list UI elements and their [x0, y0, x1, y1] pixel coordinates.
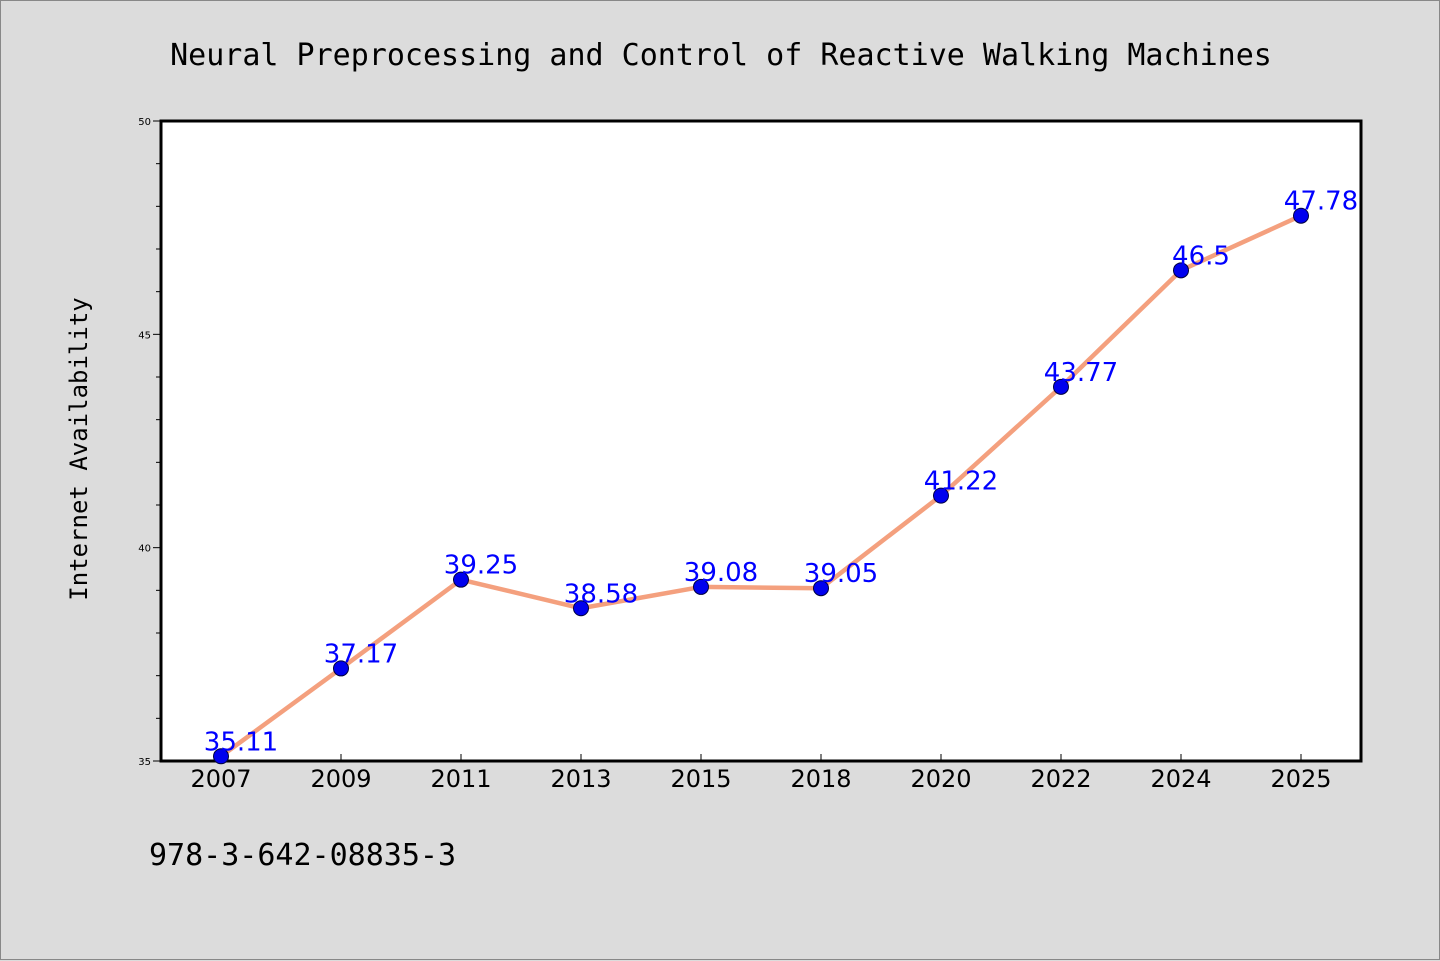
y-tick-label: 40: [138, 544, 151, 555]
data-point-marker: [1293, 207, 1309, 224]
data-point-marker: [693, 578, 709, 595]
x-tick-label: 2020: [910, 765, 971, 793]
data-point-marker: [333, 660, 349, 677]
data-point-marker: [213, 748, 229, 765]
data-label: 47.78: [1284, 187, 1358, 217]
x-tick-label: 2011: [430, 765, 491, 793]
y-tick-label: 35: [138, 757, 151, 768]
data-point-marker: [573, 600, 589, 617]
data-label: 35.11: [204, 727, 278, 757]
x-tick-label: 2018: [790, 765, 851, 793]
data-point-marker: [1053, 378, 1069, 395]
data-label: 39.05: [804, 559, 878, 589]
x-tick-label: 2015: [670, 765, 731, 793]
data-point-marker: [813, 580, 829, 597]
y-axis-tick-labels: 35 40 45 50: [138, 117, 151, 768]
x-tick-label: 2007: [190, 765, 251, 793]
x-axis-tick-labels: 2007 2009 2011 2013 2015 2018 2020 2022 2024 2025: [190, 765, 1331, 793]
data-label: 46.5: [1172, 241, 1230, 271]
series-markers: [213, 207, 1309, 765]
data-point-marker: [933, 487, 949, 504]
y-tick-label: 50: [138, 117, 151, 128]
data-labels: 35.11 37.17 39.25 38.58 39.08 39.05 41.22 43.77…: [204, 187, 1358, 758]
x-tick-label: 2009: [310, 765, 371, 793]
data-point-marker: [1173, 262, 1189, 279]
x-tick-label: 2013: [550, 765, 611, 793]
y-axis-ticks: [153, 120, 161, 762]
data-label: 38.58: [564, 579, 638, 609]
y-axis-label: Internet Availability: [65, 297, 93, 600]
data-label: 43.77: [1044, 358, 1118, 388]
series-line: [218, 213, 1304, 759]
data-label: 37.17: [324, 639, 398, 669]
data-label: 39.08: [684, 558, 758, 588]
data-label: 39.25: [444, 551, 518, 581]
data-point-marker: [453, 571, 469, 588]
x-tick-label: 2024: [1150, 765, 1211, 793]
isbn-footer: 978-3-642-08835-3: [149, 838, 456, 873]
x-tick-label: 2025: [1270, 765, 1331, 793]
y-tick-label: 45: [138, 330, 151, 341]
x-axis-ticks: [220, 754, 1302, 761]
series-line-group: [218, 213, 1304, 759]
chart-title: Neural Preprocessing and Control of Reac…: [170, 38, 1272, 73]
x-tick-label: 2022: [1030, 765, 1091, 793]
data-label: 41.22: [924, 467, 998, 497]
